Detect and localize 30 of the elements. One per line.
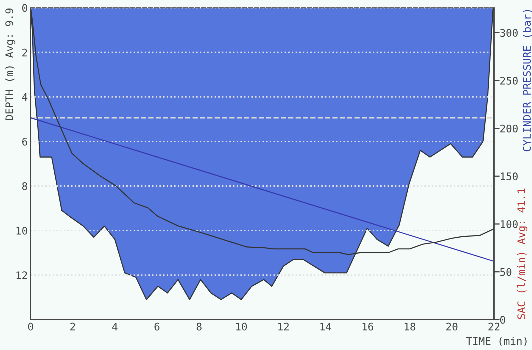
x-axis-title: TIME (min): [466, 337, 527, 346]
x-tick-label: 12: [278, 322, 289, 331]
y2-tick-label: 0: [500, 316, 506, 324]
x-tick-label: 6: [154, 322, 160, 331]
y-tick-label: 8: [22, 182, 28, 190]
x-tick-label: 8: [196, 322, 202, 331]
y-tick-label: 12: [16, 272, 28, 280]
y2-tick-label: 50: [500, 268, 512, 276]
x-tick-label: 10: [236, 322, 248, 331]
y2-tick-label: 300: [500, 29, 518, 38]
x-tick-label: 14: [320, 323, 332, 331]
y-tick-label: 4: [22, 94, 28, 102]
y-tick-label: 0: [22, 4, 28, 12]
y-axis-title: DEPTH (m) Avg: 9.9: [5, 8, 16, 120]
x-tick-label: 4: [112, 323, 118, 331]
x-tick-label: 2: [70, 322, 76, 331]
y2-axis-title: CYLINDER PRESSURE (bar): [523, 10, 532, 152]
y2-tick-label: 150: [501, 172, 518, 181]
y2-tick-label: 100: [501, 220, 518, 228]
x-tick-label: 20: [446, 322, 458, 331]
y2-tick-label: 200: [500, 124, 518, 133]
x-tick-label: 16: [362, 322, 374, 331]
y-tick-label: 6: [22, 138, 28, 146]
y-tick-label: 2: [22, 48, 28, 57]
text: SAC (l/min) Avg: 41.1: [517, 188, 528, 320]
x-tick-label: 0: [28, 322, 34, 331]
y-tick-label: 10: [16, 227, 28, 235]
y2-tick-label: 250: [500, 77, 518, 85]
x-tick-label: 18: [404, 322, 416, 331]
x-tick-label: 22: [488, 322, 500, 331]
